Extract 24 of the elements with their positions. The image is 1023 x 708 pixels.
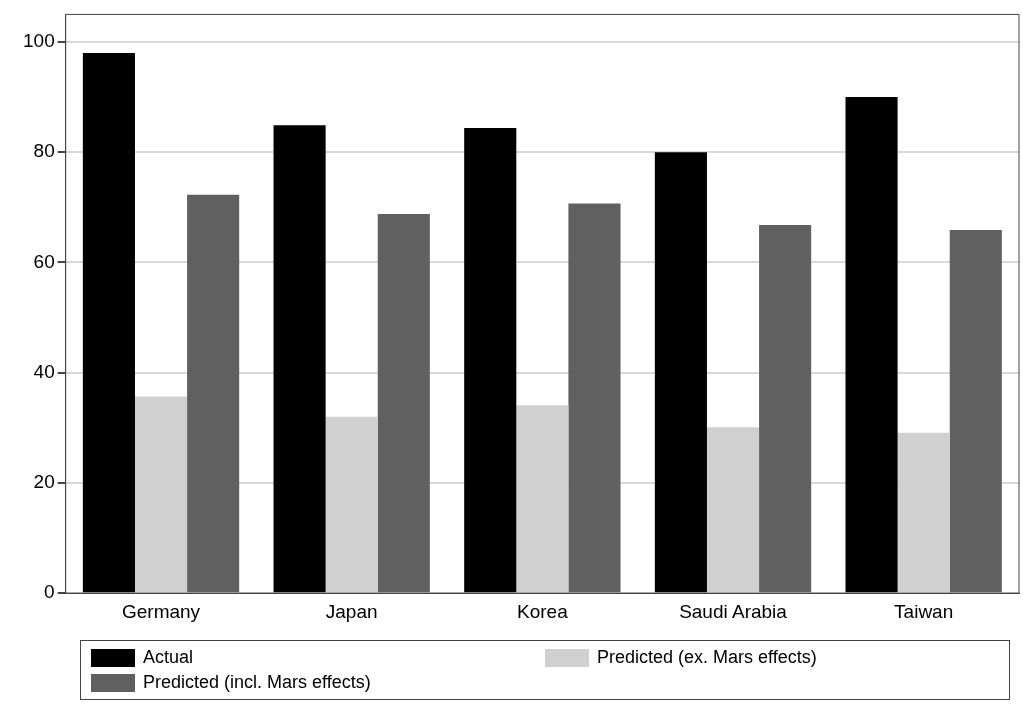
bar xyxy=(568,203,621,593)
legend-label: Predicted (ex. Mars effects) xyxy=(597,647,817,668)
bar xyxy=(82,52,135,593)
bar xyxy=(464,127,517,593)
y-tick-label: 100 xyxy=(23,30,55,52)
bar xyxy=(273,125,326,593)
bar xyxy=(845,97,898,593)
legend-label: Predicted (incl. Mars effects) xyxy=(143,672,371,693)
x-tick-label: Saudi Arabia xyxy=(679,600,788,622)
x-tick-label: Japan xyxy=(325,600,378,622)
x-tick-label: Taiwan xyxy=(894,600,954,622)
bar xyxy=(377,213,430,593)
bar xyxy=(187,194,240,593)
y-tick-label: 80 xyxy=(33,140,55,162)
bar xyxy=(654,152,707,593)
y-tick-label: 20 xyxy=(33,471,55,493)
y-tick-label: 60 xyxy=(33,250,55,272)
bar xyxy=(949,229,1002,593)
x-tick-label: Germany xyxy=(121,600,201,622)
legend-label: Actual xyxy=(143,647,194,668)
y-tick-label: 40 xyxy=(33,360,55,382)
bar xyxy=(759,224,812,593)
x-tick-label: Korea xyxy=(517,600,569,622)
y-tick-label: 0 xyxy=(44,581,55,603)
